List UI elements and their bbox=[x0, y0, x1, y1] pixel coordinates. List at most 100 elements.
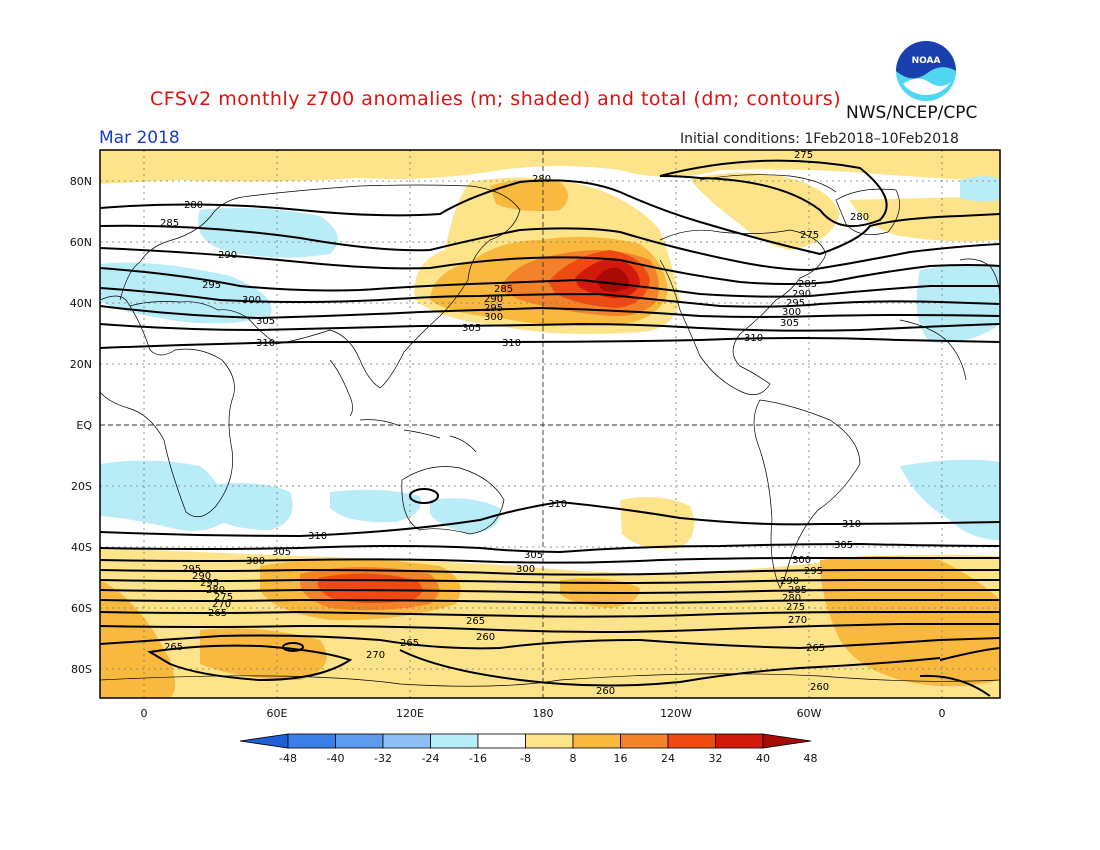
contour-label: 260 bbox=[476, 632, 495, 643]
contour-label: 305 bbox=[462, 323, 481, 334]
contour-label: 265 bbox=[400, 638, 419, 649]
colorbar-box bbox=[287, 733, 336, 749]
colorbar-box bbox=[525, 733, 574, 749]
contour-label: 295 bbox=[202, 280, 221, 291]
contour-label: 310 bbox=[548, 499, 567, 510]
colorbar-label: 24 bbox=[661, 752, 675, 765]
colorbar-box bbox=[572, 733, 621, 749]
contour-label: 310 bbox=[842, 519, 861, 530]
contour-label: 295 bbox=[182, 564, 201, 575]
colorbar-arrow-left bbox=[239, 733, 289, 749]
lat-label: 20S bbox=[71, 480, 92, 493]
chart-title: CFSv2 monthly z700 anomalies (m; shaded)… bbox=[150, 88, 842, 110]
initial-conditions: Initial conditions: 1Feb2018–10Feb2018 bbox=[680, 131, 959, 147]
contour-label: 275 bbox=[786, 602, 805, 613]
agency-label: NWS/NCEP/CPC bbox=[846, 103, 978, 123]
contour-label: 275 bbox=[214, 592, 233, 603]
colorbar-box bbox=[667, 733, 716, 749]
contour-label: 280 bbox=[782, 593, 801, 604]
lat-label: 20N bbox=[70, 358, 92, 371]
colorbar-label: -48 bbox=[279, 752, 297, 765]
contour-label: 295 bbox=[484, 303, 503, 314]
lat-label: 60S bbox=[71, 602, 92, 615]
colorbar-box bbox=[335, 733, 384, 749]
contour-label: 310 bbox=[744, 333, 763, 344]
plot-frame bbox=[99, 149, 1001, 699]
contour-label: 275 bbox=[794, 150, 813, 161]
lon-label: 180 bbox=[533, 707, 554, 720]
colorbar-label: 16 bbox=[614, 752, 628, 765]
contour-label: 280 bbox=[184, 200, 203, 211]
contour-label: 300 bbox=[246, 556, 265, 567]
colorbar: -48 -40 -32 -24 -16 -8 8 16 24 32 40 48 bbox=[239, 733, 818, 765]
lat-label: EQ bbox=[76, 419, 92, 432]
lon-label: 60W bbox=[797, 707, 822, 720]
contour-label: 270 bbox=[788, 615, 807, 626]
contour-label: 260 bbox=[596, 686, 615, 697]
contour-label: 305 bbox=[834, 540, 853, 551]
noaa-logo-icon: NOAA bbox=[896, 41, 956, 101]
contour-label: 290 bbox=[792, 289, 811, 300]
lon-label: 0 bbox=[939, 707, 946, 720]
colorbar-label: -32 bbox=[374, 752, 392, 765]
forecast-month: Mar 2018 bbox=[99, 128, 180, 148]
contour-label: 290 bbox=[780, 576, 799, 587]
lon-label: 120E bbox=[396, 707, 424, 720]
colorbar-label: -40 bbox=[327, 752, 345, 765]
contour-label: 295 bbox=[804, 566, 823, 577]
colorbar-label: -8 bbox=[520, 752, 531, 765]
colorbar-box bbox=[430, 733, 479, 749]
contour-label: 305 bbox=[256, 316, 275, 327]
lon-label: 120W bbox=[660, 707, 692, 720]
contour-label: 265 bbox=[466, 616, 485, 627]
latitude-labels: 80N 60N 40N 20N EQ 20S 40S 60S 80S bbox=[70, 175, 93, 676]
contour-label: 285 bbox=[788, 585, 807, 596]
colorbar-label: 32 bbox=[709, 752, 723, 765]
contour-label: 265 bbox=[208, 608, 227, 619]
contour-label: 285 bbox=[494, 284, 513, 295]
lat-label: 40S bbox=[71, 541, 92, 554]
longitude-labels: 0 60E 120E 180 120W 60W 0 bbox=[141, 707, 946, 720]
contour-label: 280 bbox=[532, 174, 551, 185]
contour-label: 265 bbox=[164, 642, 183, 653]
contour-label: 270 bbox=[212, 599, 231, 610]
contour-label: 305 bbox=[524, 550, 543, 561]
lat-label: 60N bbox=[70, 236, 92, 249]
colorbar-arrow-right bbox=[762, 733, 812, 749]
colorbar-label: -24 bbox=[422, 752, 440, 765]
colorbar-label: 40 bbox=[756, 752, 770, 765]
contour-label: 275 bbox=[800, 230, 819, 241]
logo-text: NOAA bbox=[912, 56, 941, 66]
contour-label: 300 bbox=[782, 307, 801, 318]
contour-label: 310 bbox=[256, 338, 275, 349]
colorbar-box bbox=[382, 733, 431, 749]
colorbar-label: 8 bbox=[570, 752, 577, 765]
contour-label: 300 bbox=[242, 295, 261, 306]
contour-label: 290 bbox=[484, 294, 503, 305]
contour-label: 300 bbox=[516, 564, 535, 575]
colorbar-label: 48 bbox=[804, 752, 818, 765]
lat-label: 80S bbox=[71, 663, 92, 676]
colorbar-box bbox=[620, 733, 669, 749]
contour-label: 295 bbox=[200, 578, 219, 589]
contour-label: 305 bbox=[272, 547, 291, 558]
contour-label: 285 bbox=[798, 279, 817, 290]
contour-label: 305 bbox=[780, 318, 799, 329]
contour-label: 260 bbox=[810, 682, 829, 693]
contour-label: 280 bbox=[206, 585, 225, 596]
contour-label: 300 bbox=[484, 312, 503, 323]
lat-label: 40N bbox=[70, 297, 92, 310]
contour-label: 310 bbox=[308, 531, 327, 542]
contour-value-labels: 275 280 280 280 275 285 290 295 300 305 … bbox=[160, 150, 869, 697]
colorbar-box bbox=[715, 733, 764, 749]
contour-label: 280 bbox=[850, 212, 869, 223]
contour-label: 300 bbox=[792, 555, 811, 566]
contour-label: 290 bbox=[192, 571, 211, 582]
contour-label: 265 bbox=[806, 643, 825, 654]
lon-label: 0 bbox=[141, 707, 148, 720]
lon-label: 60E bbox=[267, 707, 288, 720]
colorbar-label: -16 bbox=[469, 752, 487, 765]
contour-label: 285 bbox=[160, 218, 179, 229]
contour-label: 290 bbox=[218, 250, 237, 261]
